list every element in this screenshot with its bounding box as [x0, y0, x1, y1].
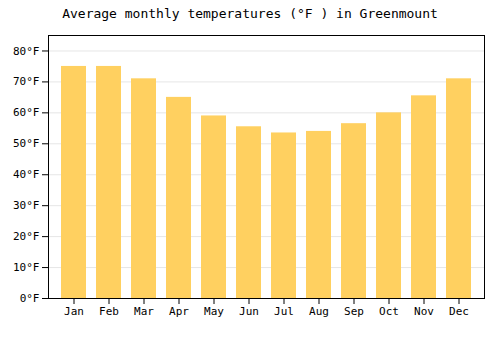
svg-text:40°F: 40°F — [13, 168, 40, 181]
svg-text:60°F: 60°F — [13, 106, 40, 119]
html-text:Average monthly temperatures (: Average monthly temperatures (°F ) in Gr… — [62, 6, 438, 21]
svg-text:30°F: 30°F — [13, 199, 40, 212]
svg-text:Nov: Nov — [414, 305, 434, 318]
svg-text:Jun: Jun — [239, 305, 259, 318]
svg-text:Jan: Jan — [64, 305, 84, 318]
svg-text:70°F: 70°F — [13, 75, 40, 88]
svg-text:0°F: 0°F — [20, 292, 40, 305]
svg-text:Jul: Jul — [274, 305, 294, 318]
svg-text:Feb: Feb — [99, 305, 119, 318]
svg-text:10°F: 10°F — [13, 261, 40, 274]
svg-text:Dec: Dec — [449, 305, 469, 318]
svg-text:Apr: Apr — [169, 305, 189, 318]
svg-text:May: May — [204, 305, 224, 318]
svg-text:Mar: Mar — [134, 305, 154, 318]
svg-text:20°F: 20°F — [13, 230, 40, 243]
svg-text:Aug: Aug — [309, 305, 329, 318]
svg-text:80°F: 80°F — [13, 44, 40, 57]
svg-text:Oct: Oct — [379, 305, 399, 318]
svg-text:50°F: 50°F — [13, 137, 40, 150]
svg-text:Sep: Sep — [344, 305, 364, 318]
